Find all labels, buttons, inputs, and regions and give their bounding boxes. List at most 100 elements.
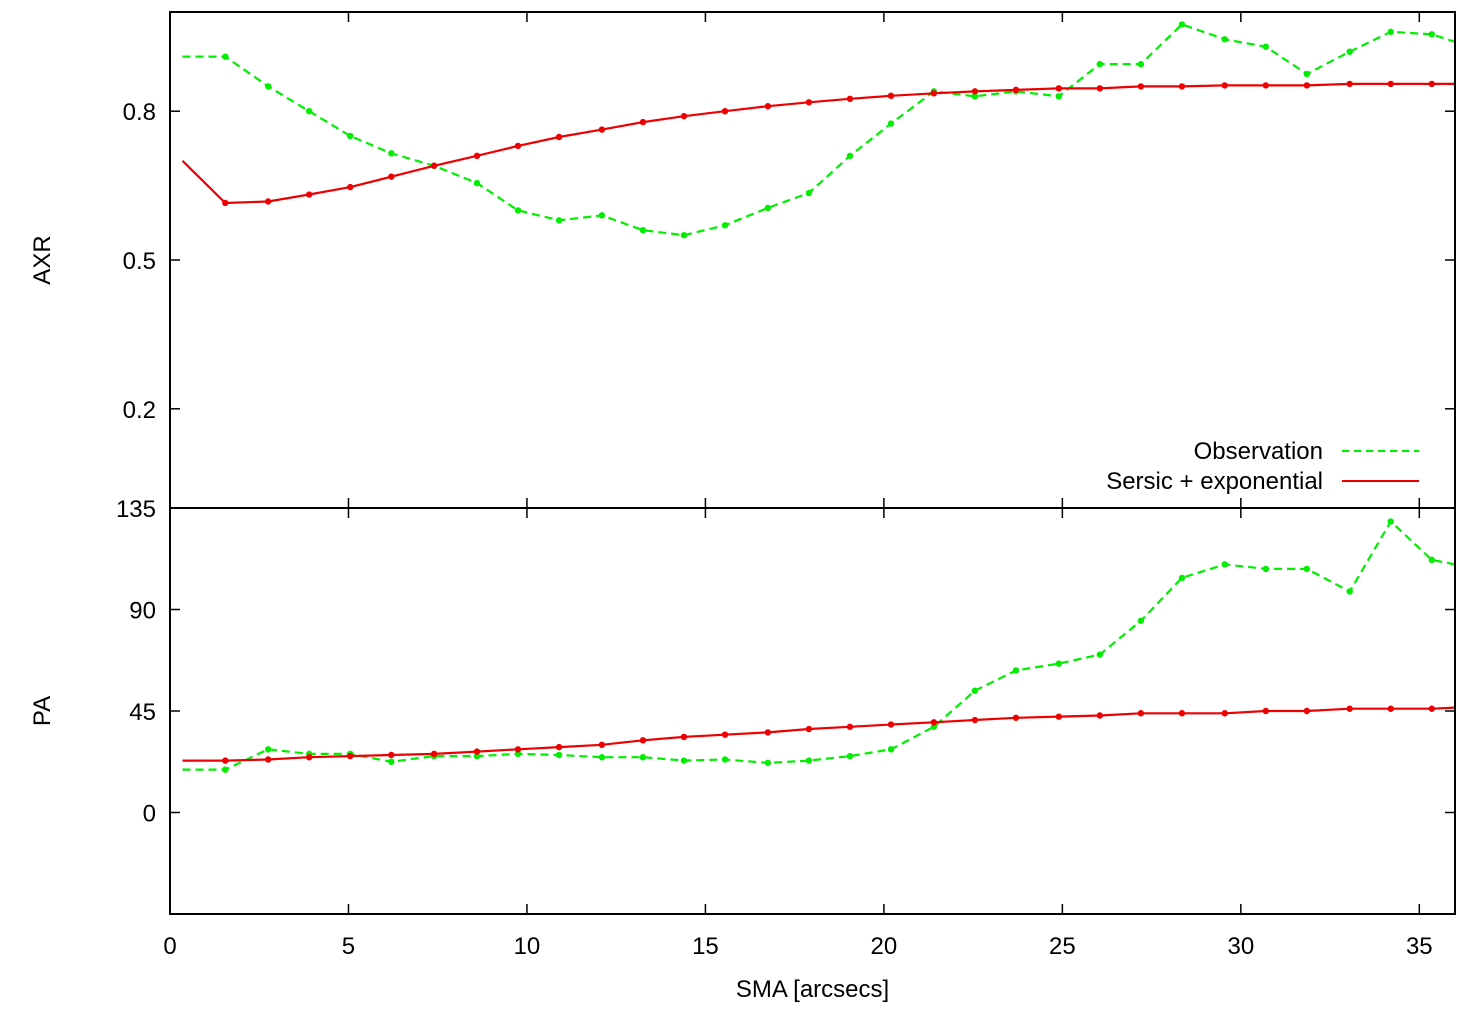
pa-point-observation — [388, 758, 395, 765]
pa-point-observation — [887, 746, 895, 753]
axr-point-observation — [347, 132, 354, 140]
axr-point-sersic-exponential — [514, 142, 522, 150]
pa-point-sersic-exponential — [1428, 705, 1435, 712]
pa-point-sersic-exponential — [1012, 714, 1020, 721]
pa-point-observation — [1055, 660, 1062, 667]
axr-point-observation — [887, 120, 895, 127]
axr-point-observation — [306, 108, 313, 115]
axr-point-observation — [764, 204, 772, 212]
pa-axis-label: PA — [29, 696, 56, 726]
pa-point-sersic-exponential — [264, 756, 272, 763]
pa-point-sersic-exponential — [721, 731, 729, 738]
pa-point-sersic-exponential — [1055, 713, 1062, 720]
pa-point-sersic-exponential — [473, 748, 481, 755]
sma-tick-label: 25 — [1049, 933, 1076, 960]
pa-point-sersic-exponential — [1346, 705, 1353, 712]
pa-point-sersic-exponential — [347, 752, 354, 760]
axr-point-observation — [473, 179, 481, 187]
pa-point-observation — [930, 723, 938, 730]
pa-point-observation — [971, 687, 979, 694]
legend-label-observation: Observation — [1194, 438, 1323, 465]
pa-point-observation — [1012, 667, 1020, 674]
pa-point-observation — [514, 750, 522, 758]
axr-point-sersic-exponential — [1137, 83, 1145, 90]
axr-point-observation — [598, 212, 606, 219]
axr-point-observation — [555, 217, 563, 224]
pa-point-observation — [1387, 518, 1394, 525]
sma-tick-label: 5 — [342, 933, 355, 960]
axr-point-sersic-exponential — [805, 99, 813, 106]
axr-point-sersic-exponential — [598, 126, 606, 133]
pa-point-sersic-exponential — [1178, 710, 1186, 717]
pa-point-observation — [1428, 556, 1435, 564]
pa-point-sersic-exponential — [680, 733, 688, 741]
axr-point-sersic-exponential — [430, 162, 438, 169]
axr-point-sersic-exponential — [347, 183, 354, 191]
sma-tick-label: 30 — [1227, 933, 1254, 960]
axr-point-sersic-exponential — [846, 95, 854, 103]
axr-point-observation — [721, 222, 729, 229]
pa-series-line-sersic-exponential — [182, 706, 1455, 762]
axr-point-observation — [680, 232, 688, 239]
pa-point-observation — [764, 759, 772, 767]
pa-point-observation — [1303, 565, 1311, 573]
axr-point-sersic-exponential — [1178, 83, 1186, 90]
axr-point-observation — [1221, 36, 1228, 43]
pa-point-observation — [1096, 651, 1104, 658]
axr-point-observation — [971, 93, 979, 100]
pa-point-observation — [1262, 565, 1270, 573]
axr-series-line-observation — [182, 23, 1455, 237]
pa-point-observation — [473, 752, 481, 760]
pa-point-observation — [555, 751, 563, 759]
axr-point-sersic-exponential — [764, 103, 772, 110]
sma-tick-label: 10 — [514, 933, 541, 960]
axr-point-observation — [1387, 28, 1394, 36]
axr-point-observation — [1262, 43, 1270, 50]
axr-point-sersic-exponential — [1387, 80, 1394, 88]
pa-point-observation — [222, 766, 229, 773]
axr-point-sersic-exponential — [930, 90, 938, 97]
axr-point-sersic-exponential — [555, 133, 563, 141]
legend-label-sersic-exponential: Sersic + exponential — [1106, 468, 1323, 495]
pa-point-sersic-exponential — [1221, 710, 1228, 717]
axr-series-line-sersic-exponential — [181, 82, 1455, 205]
pa-tick-label: 135 — [116, 496, 156, 523]
axr-point-observation — [1178, 21, 1186, 28]
pa-point-sersic-exponential — [555, 743, 563, 751]
sma-tick-label: 0 — [163, 933, 176, 960]
pa-point-sersic-exponential — [598, 741, 606, 749]
axr-point-sersic-exponential — [1262, 82, 1270, 89]
axr-point-sersic-exponential — [1012, 86, 1020, 94]
axr-point-sersic-exponential — [971, 88, 979, 95]
pa-point-sersic-exponential — [222, 757, 229, 764]
pa-point-observation — [598, 754, 606, 761]
pa-tick-label: 45 — [129, 699, 156, 726]
pa-panel: 0 5 10 15 20 25 30 35 0 45 90 135 PA SMA [arcsecs] — [29, 496, 1456, 1003]
axr-point-sersic-exponential — [721, 108, 729, 115]
pa-tick-label: 0 — [143, 801, 156, 828]
axr-point-sersic-exponential — [1055, 85, 1062, 92]
axr-tick-label: 0.5 — [123, 248, 156, 275]
pa-point-observation — [1221, 561, 1228, 568]
axr-point-sersic-exponential — [1096, 85, 1104, 92]
pa-point-sersic-exponential — [388, 751, 395, 759]
pa-point-observation — [721, 756, 729, 763]
axr-tick-label: 0.2 — [123, 397, 156, 424]
pa-point-sersic-exponential — [846, 723, 854, 730]
axr-point-observation — [1303, 70, 1311, 78]
axr-point-observation — [1428, 31, 1435, 38]
pa-point-sersic-exponential — [1387, 705, 1394, 712]
axr-point-sersic-exponential — [887, 92, 895, 100]
pa-point-sersic-exponential — [1137, 710, 1145, 717]
axr-point-observation — [1137, 60, 1145, 68]
axr-point-observation — [1096, 60, 1104, 68]
pa-point-sersic-exponential — [764, 729, 772, 736]
pa-point-observation — [1178, 574, 1186, 582]
axr-panel: 0.2 0.5 0.8 AXR Observation Sersic + expon… — [29, 11, 1456, 509]
axr-point-sersic-exponential — [264, 198, 272, 205]
pa-point-observation — [805, 757, 813, 764]
pa-point-sersic-exponential — [430, 750, 438, 758]
axr-tick-label: 0.8 — [123, 99, 156, 126]
pa-point-observation — [639, 754, 647, 761]
